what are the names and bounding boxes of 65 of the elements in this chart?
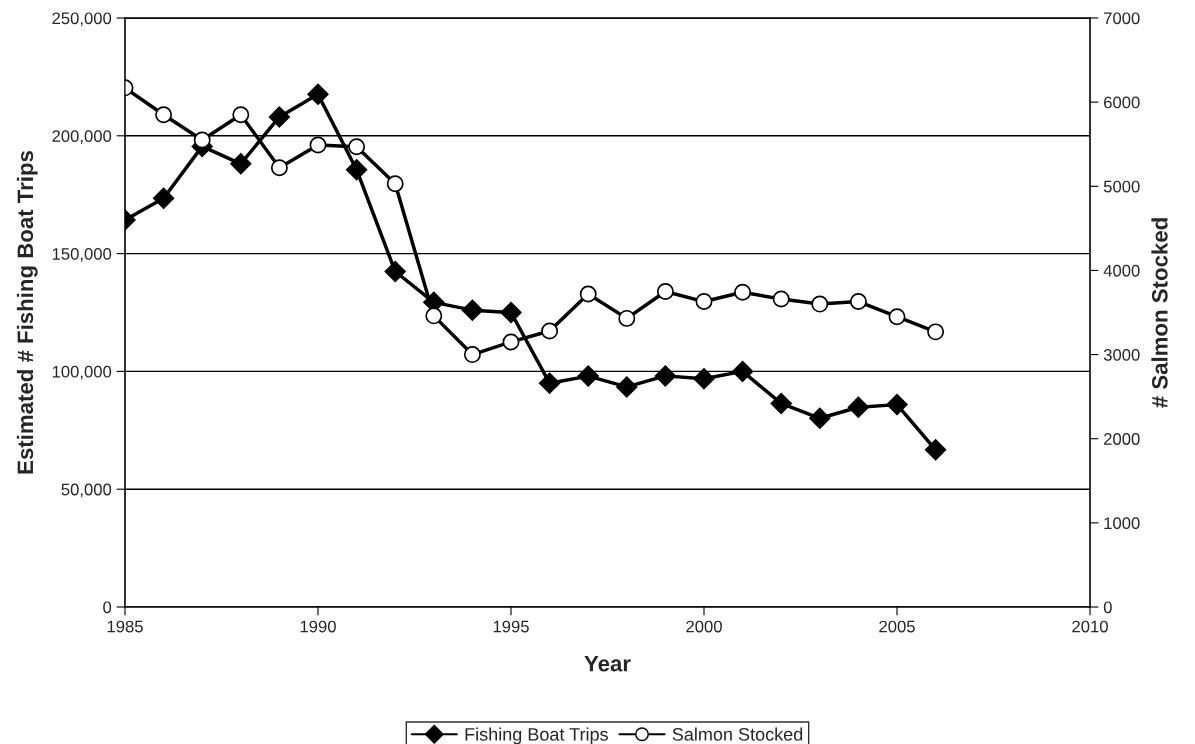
- point: [193, 131, 211, 149]
- point: [809, 407, 831, 429]
- y2-tick-label: 0: [1103, 601, 1112, 614]
- y-tick-label: 0: [103, 601, 112, 614]
- y2-tick-label: 6000: [1104, 96, 1140, 109]
- point: [502, 333, 520, 351]
- point: [270, 159, 288, 177]
- point: [772, 290, 790, 308]
- x-tick-label: 1985: [107, 620, 143, 633]
- y2-tick-label: 2000: [1104, 433, 1140, 445]
- point: [309, 136, 327, 154]
- y2-tick-label: 7000: [1104, 12, 1140, 25]
- point: [577, 365, 599, 387]
- x-tick-label: 2005: [879, 620, 915, 633]
- point: [538, 372, 561, 394]
- x-tick-label: 1990: [300, 620, 336, 633]
- point: [463, 346, 481, 364]
- legend-label: Fishing Boat Trips: [465, 727, 608, 744]
- x-axis-title: Year: [584, 655, 631, 672]
- y2-tick-label: 3000: [1103, 348, 1140, 361]
- point: [307, 83, 329, 105]
- point: [734, 283, 752, 301]
- y2-tick-label: 5000: [1103, 180, 1140, 193]
- point: [386, 175, 404, 193]
- point: [616, 376, 638, 398]
- point: [888, 308, 906, 326]
- point: [232, 106, 250, 124]
- point: [654, 365, 677, 387]
- point: [461, 299, 484, 321]
- point: [847, 396, 870, 418]
- point: [924, 439, 947, 461]
- point: [348, 138, 366, 156]
- point: [886, 393, 908, 416]
- point: [500, 301, 522, 324]
- y-axis-title: Estimated # Fishing Boat Trips: [16, 151, 38, 474]
- point: [811, 295, 829, 313]
- x-tick-label: 2000: [686, 620, 722, 633]
- point: [731, 360, 754, 383]
- point: [656, 282, 674, 300]
- x-tick-label: 1995: [493, 620, 529, 633]
- point: [155, 106, 173, 124]
- point: [541, 322, 559, 340]
- point: [152, 187, 175, 209]
- point: [927, 323, 945, 341]
- y-tick-label: 100,000: [52, 365, 112, 380]
- point: [425, 307, 443, 325]
- point: [693, 368, 715, 390]
- point: [770, 392, 792, 415]
- y2-axis-title: # Salmon Stocked: [1151, 218, 1168, 408]
- point: [618, 309, 636, 327]
- point: [849, 293, 867, 311]
- point: [579, 285, 597, 303]
- x-tick-label: 2010: [1072, 620, 1108, 633]
- legend-label: Salmon Stocked: [672, 727, 803, 741]
- point: [695, 293, 713, 311]
- point: [268, 106, 291, 128]
- point: [384, 260, 406, 283]
- y-tick-label: 50,000: [61, 483, 112, 498]
- point: [345, 159, 368, 181]
- point: [230, 153, 252, 175]
- y-tick-label: 200,000: [52, 130, 112, 144]
- y2-tick-label: 4000: [1103, 264, 1140, 277]
- y-tick-label: 250,000: [52, 12, 112, 27]
- y-tick-label: 150,000: [52, 248, 112, 262]
- y2-tick-label: 1000: [1104, 517, 1140, 530]
